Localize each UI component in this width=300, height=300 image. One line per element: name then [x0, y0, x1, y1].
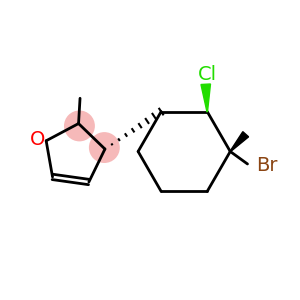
Circle shape: [64, 110, 95, 141]
Polygon shape: [230, 132, 249, 152]
Text: O: O: [30, 130, 46, 149]
Text: Cl: Cl: [198, 65, 217, 84]
Circle shape: [89, 132, 120, 163]
Text: Br: Br: [256, 156, 277, 175]
Polygon shape: [201, 84, 211, 112]
